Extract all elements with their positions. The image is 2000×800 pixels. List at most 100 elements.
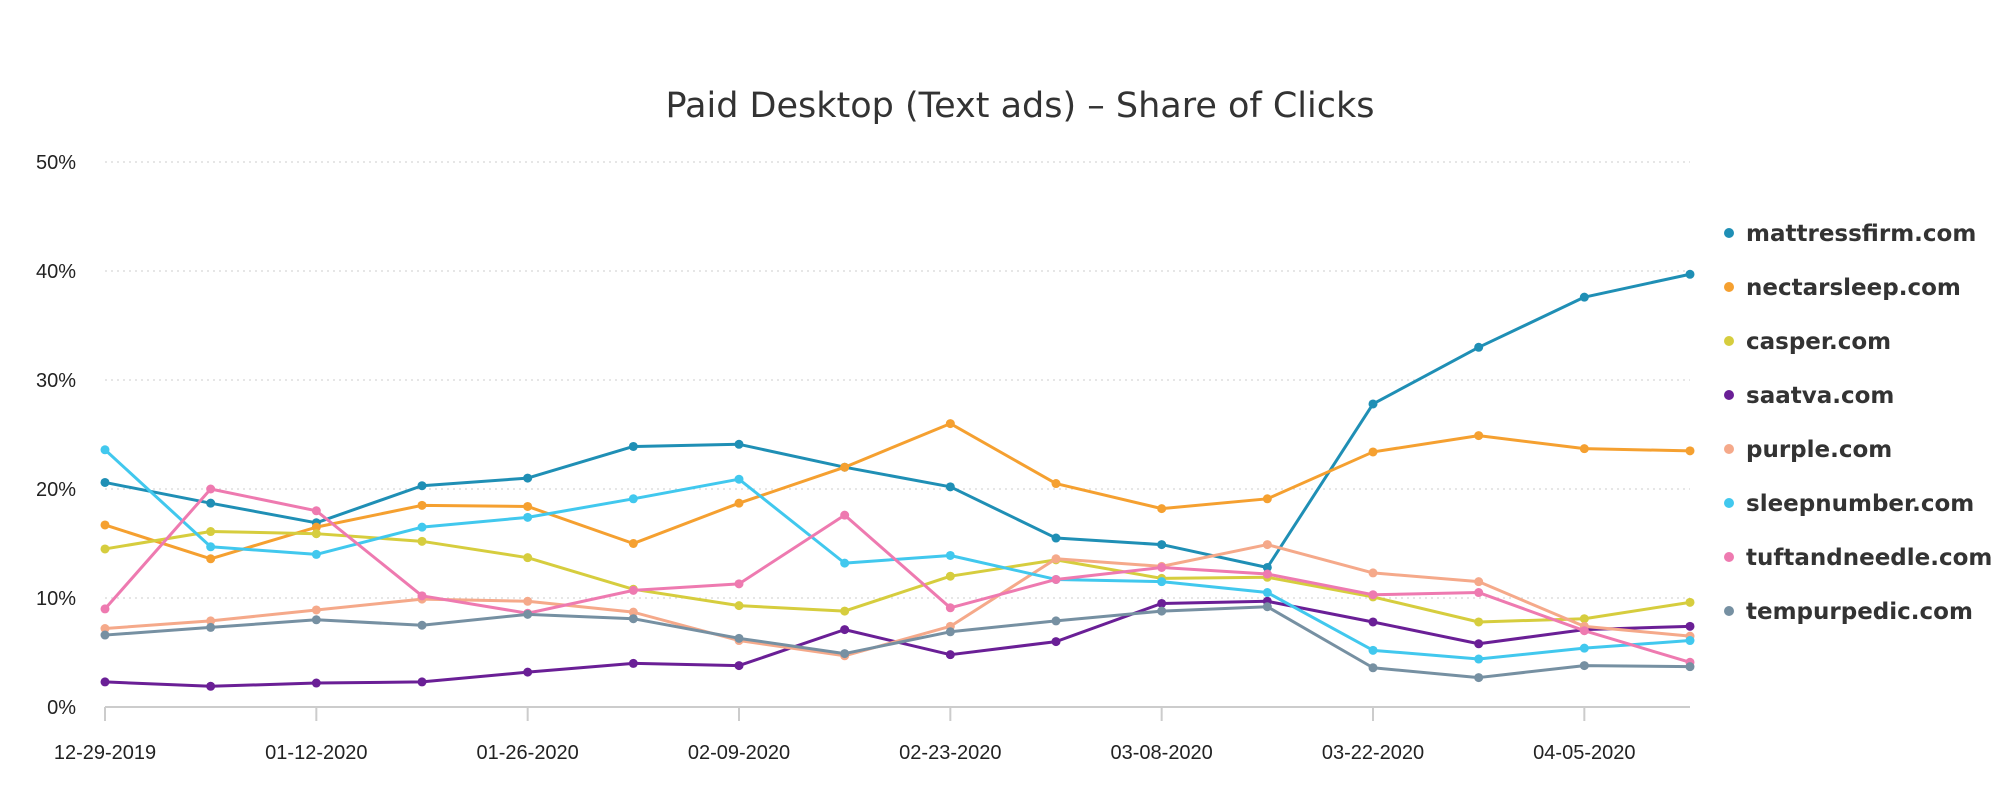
data-point[interactable]: [1368, 590, 1378, 600]
data-point[interactable]: [1368, 663, 1378, 673]
data-point[interactable]: [100, 544, 110, 554]
data-point[interactable]: [523, 512, 533, 522]
data-point[interactable]: [417, 591, 427, 601]
data-point[interactable]: [206, 498, 216, 508]
data-point[interactable]: [628, 539, 638, 548]
data-point[interactable]: [840, 649, 850, 659]
data-point[interactable]: [840, 462, 850, 472]
data-point[interactable]: [1474, 588, 1484, 598]
data-point[interactable]: [1685, 446, 1695, 456]
data-point[interactable]: [1474, 577, 1484, 587]
data-point[interactable]: [417, 536, 427, 546]
data-point[interactable]: [1474, 342, 1484, 352]
data-point[interactable]: [1051, 574, 1061, 584]
data-point[interactable]: [206, 681, 216, 691]
data-point[interactable]: [1368, 399, 1378, 409]
legend-item[interactable]: casper.com: [1724, 329, 1891, 355]
data-point[interactable]: [734, 579, 744, 589]
data-point[interactable]: [628, 441, 638, 451]
data-point[interactable]: [945, 571, 955, 581]
data-point[interactable]: [417, 481, 427, 491]
data-point[interactable]: [523, 473, 533, 483]
data-point[interactable]: [1685, 636, 1695, 646]
data-point[interactable]: [1368, 617, 1378, 627]
data-point[interactable]: [945, 419, 955, 429]
data-point[interactable]: [1051, 479, 1061, 489]
data-point[interactable]: [1262, 540, 1272, 550]
data-point[interactable]: [734, 439, 744, 449]
legend-item[interactable]: mattressfirm.com: [1724, 221, 1976, 247]
data-point[interactable]: [100, 477, 110, 487]
data-point[interactable]: [734, 601, 744, 611]
legend-item[interactable]: tempurpedic.com: [1724, 599, 1973, 625]
legend[interactable]: mattressfirm.com nectarsleep.com casper.co…: [1724, 221, 1992, 625]
data-point[interactable]: [1368, 568, 1378, 578]
data-point[interactable]: [311, 522, 321, 532]
data-point[interactable]: [100, 630, 110, 640]
data-point[interactable]: [945, 603, 955, 613]
data-point[interactable]: [1474, 654, 1484, 664]
data-point[interactable]: [734, 633, 744, 643]
data-point[interactable]: [523, 553, 533, 563]
data-point[interactable]: [628, 607, 638, 617]
data-point[interactable]: [945, 482, 955, 492]
data-point[interactable]: [1157, 577, 1167, 587]
legend-item[interactable]: sleepnumber.com: [1724, 491, 1974, 517]
data-point[interactable]: [1051, 616, 1061, 626]
data-point[interactable]: [1579, 643, 1589, 653]
data-point[interactable]: [1262, 562, 1272, 572]
data-point[interactable]: [523, 667, 533, 677]
data-point[interactable]: [100, 624, 110, 634]
data-point[interactable]: [734, 474, 744, 484]
data-point[interactable]: [206, 622, 216, 632]
data-point[interactable]: [1157, 562, 1167, 572]
data-point[interactable]: [1051, 554, 1061, 564]
legend-item[interactable]: saatva.com: [1724, 383, 1894, 409]
data-point[interactable]: [1262, 588, 1272, 598]
data-point[interactable]: [840, 558, 850, 568]
data-point[interactable]: [311, 549, 321, 559]
data-point[interactable]: [1685, 269, 1695, 279]
data-point[interactable]: [206, 484, 216, 494]
data-point[interactable]: [100, 445, 110, 455]
data-point[interactable]: [523, 501, 533, 511]
data-point[interactable]: [628, 494, 638, 504]
data-point[interactable]: [1474, 639, 1484, 649]
legend-item[interactable]: purple.com: [1724, 437, 1892, 463]
data-point[interactable]: [628, 658, 638, 668]
data-point[interactable]: [1579, 614, 1589, 624]
data-point[interactable]: [100, 604, 110, 614]
data-point[interactable]: [840, 625, 850, 635]
data-point[interactable]: [945, 627, 955, 637]
data-point[interactable]: [206, 554, 216, 564]
data-point[interactable]: [1157, 598, 1167, 608]
data-point[interactable]: [1157, 606, 1167, 616]
data-point[interactable]: [628, 614, 638, 624]
data-point[interactable]: [100, 520, 110, 530]
data-point[interactable]: [734, 661, 744, 671]
data-point[interactable]: [311, 605, 321, 615]
data-point[interactable]: [734, 498, 744, 508]
data-point[interactable]: [1579, 661, 1589, 671]
data-point[interactable]: [1579, 292, 1589, 302]
data-point[interactable]: [311, 615, 321, 625]
data-point[interactable]: [311, 529, 321, 539]
data-point[interactable]: [1157, 540, 1167, 550]
data-point[interactable]: [417, 500, 427, 510]
data-point[interactable]: [1685, 662, 1695, 672]
data-point[interactable]: [1051, 533, 1061, 543]
data-point[interactable]: [1262, 569, 1272, 579]
data-point[interactable]: [945, 550, 955, 560]
legend-item[interactable]: tuftandneedle.com: [1724, 545, 1992, 571]
data-point[interactable]: [1579, 626, 1589, 636]
data-point[interactable]: [100, 677, 110, 687]
data-point[interactable]: [840, 606, 850, 616]
legend-item[interactable]: nectarsleep.com: [1724, 275, 1961, 301]
data-point[interactable]: [311, 506, 321, 516]
data-point[interactable]: [1579, 444, 1589, 454]
data-point[interactable]: [1368, 645, 1378, 655]
data-point[interactable]: [1051, 637, 1061, 647]
data-point[interactable]: [1368, 447, 1378, 457]
data-point[interactable]: [1157, 504, 1167, 514]
data-point[interactable]: [311, 678, 321, 688]
